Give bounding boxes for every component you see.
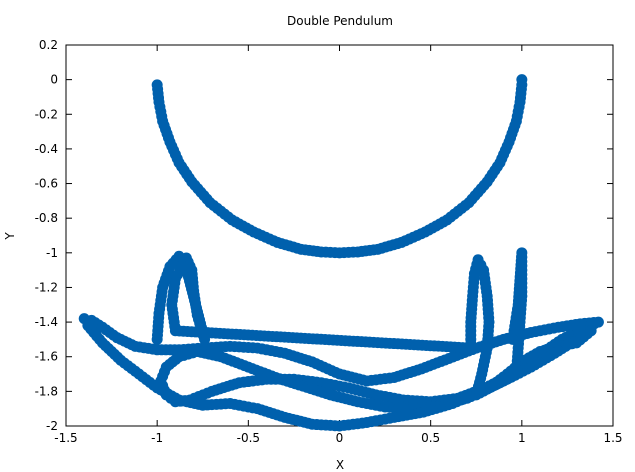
y-tick-label: -0.2 bbox=[35, 107, 58, 121]
x-tick-label: -1 bbox=[151, 431, 163, 445]
y-tick-label: -1.2 bbox=[35, 280, 58, 294]
x-tick-label: 0 bbox=[336, 431, 344, 445]
y-tick-label: -0.6 bbox=[35, 177, 58, 191]
x-tick-label: 0.5 bbox=[421, 431, 440, 445]
y-tick-label: 0 bbox=[50, 73, 58, 87]
y-tick-label: -0.8 bbox=[35, 211, 58, 225]
y-tick-label: 0.2 bbox=[39, 38, 58, 52]
x-tick-label: 1 bbox=[518, 431, 526, 445]
data-point bbox=[516, 74, 528, 86]
data-point bbox=[507, 333, 519, 345]
y-tick-label: -1.8 bbox=[35, 384, 58, 398]
x-tick-label: -0.5 bbox=[237, 431, 260, 445]
y-tick-label: -1 bbox=[46, 246, 58, 260]
ticks-layer: -1.5 -1 -0.5 0 0.5 1 1.5 0.2 0 -0.2 -0.4 -0.6 -0.8 -1… bbox=[35, 38, 623, 445]
y-axis-label: Y bbox=[3, 232, 17, 241]
y-tick-label: -1.6 bbox=[35, 350, 58, 364]
points-layer bbox=[78, 74, 604, 432]
y-tick-label: -1.4 bbox=[35, 315, 58, 329]
chart-title: Double Pendulum bbox=[287, 14, 393, 28]
data-point bbox=[82, 320, 94, 332]
x-tick-label: 1.5 bbox=[603, 431, 622, 445]
x-tick-label: -1.5 bbox=[54, 431, 77, 445]
y-tick-label: -0.4 bbox=[35, 142, 58, 156]
x-axis-label: X bbox=[336, 458, 344, 472]
y-tick-label: -2 bbox=[46, 419, 58, 433]
